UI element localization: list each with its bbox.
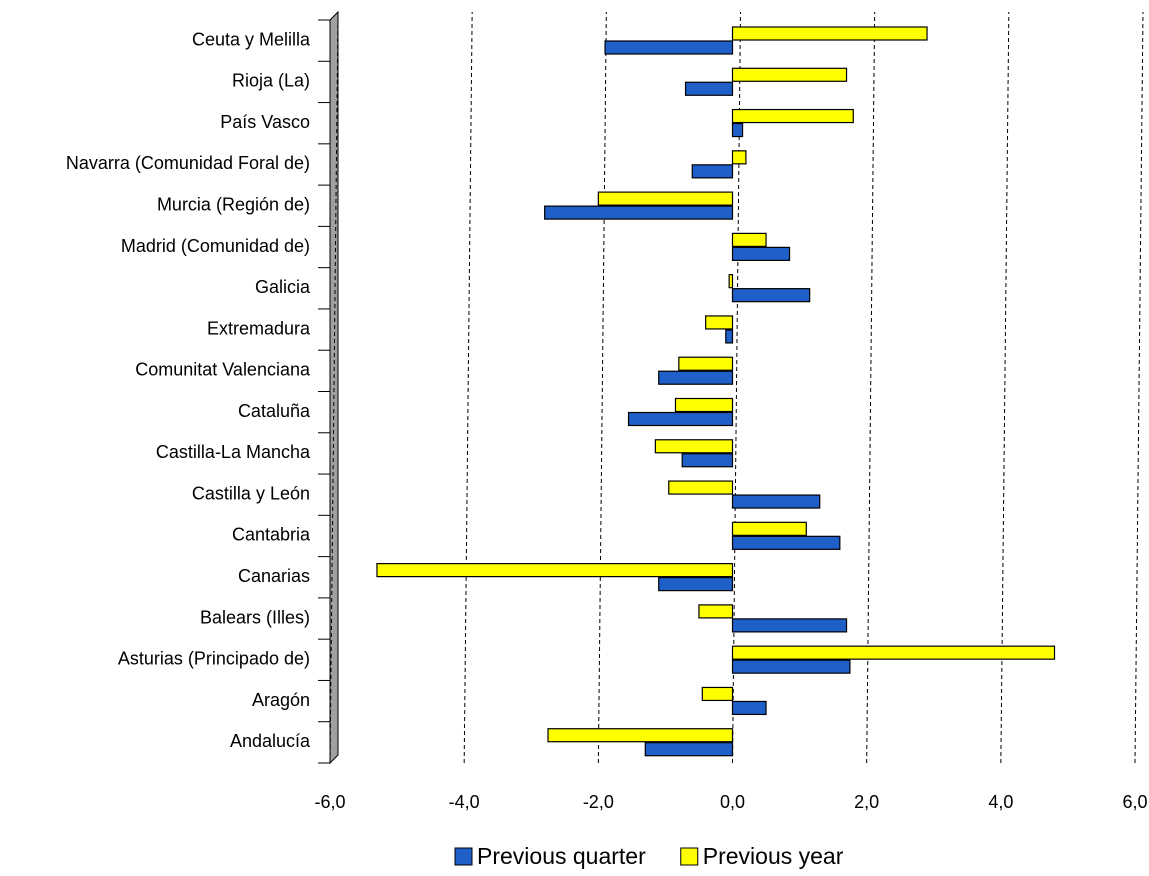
- legend-swatch: [454, 847, 473, 866]
- bar: [658, 370, 734, 385]
- y-tick-label: Aragón: [252, 690, 310, 710]
- bar: [691, 164, 734, 179]
- grid-line: [463, 11, 473, 764]
- bar: [684, 81, 734, 96]
- grid-line: [1134, 11, 1144, 764]
- y-tick-label: Ceuta y Melilla: [192, 29, 311, 49]
- y-tick-label: Balears (Illes): [200, 607, 310, 627]
- bar: [731, 288, 811, 303]
- y-tick-label: Navarra (Comunidad Foral de): [66, 153, 310, 173]
- bar: [725, 329, 734, 344]
- x-tick-label: 2,0: [854, 792, 879, 812]
- bar: [376, 563, 734, 578]
- x-tick-label: 4,0: [988, 792, 1013, 812]
- grid-line: [597, 11, 607, 764]
- y-tick-label: Madrid (Comunidad de): [121, 236, 310, 256]
- bar: [705, 315, 734, 330]
- grid-line: [329, 11, 339, 764]
- bar: [731, 150, 747, 165]
- bar: [728, 274, 734, 289]
- bar: [627, 411, 734, 427]
- bar: [731, 659, 851, 674]
- bar: [544, 205, 734, 220]
- y-tick-label: País Vasco: [220, 112, 310, 132]
- y-tick-label: Comunitat Valenciana: [135, 360, 311, 380]
- bar: [731, 645, 1056, 660]
- bar: [731, 535, 841, 550]
- y-tick-label: Rioja (La): [232, 71, 310, 91]
- y-tick-label: Cataluña: [238, 401, 311, 421]
- bar: [731, 108, 854, 124]
- bar: [604, 40, 734, 55]
- bar: [731, 246, 791, 261]
- bar: [678, 356, 734, 371]
- legend-swatch: [680, 847, 699, 866]
- bar: [654, 439, 734, 454]
- bar: [731, 122, 744, 138]
- y-tick-label: Galicia: [255, 277, 311, 297]
- legend: Previous quarter Previous year: [454, 843, 844, 869]
- bar: [644, 742, 734, 757]
- grid-line: [1000, 11, 1010, 764]
- bar: [658, 577, 734, 592]
- bar: [731, 700, 767, 716]
- bar: [731, 26, 928, 41]
- legend-label: Previous year: [703, 843, 844, 869]
- bar: [701, 686, 734, 702]
- y-tick-label: Castilla-La Mancha: [156, 442, 311, 462]
- y-tick-label: Andalucía: [230, 731, 311, 751]
- x-tick-label: -4,0: [449, 792, 480, 812]
- bar: [731, 232, 767, 247]
- grid-line: [732, 11, 741, 764]
- bar: [698, 604, 734, 619]
- legend-label: Previous quarter: [477, 843, 646, 869]
- x-tick-label: 0,0: [720, 792, 745, 812]
- x-tick-label: 6,0: [1122, 792, 1147, 812]
- y-tick-label: Asturias (Principado de): [118, 649, 310, 669]
- bar: [731, 521, 807, 536]
- y-tick-label: Extremadura: [207, 318, 311, 338]
- bar: [668, 480, 734, 495]
- x-tick-label: -6,0: [314, 792, 345, 812]
- bar: [674, 397, 734, 413]
- bar: [597, 191, 734, 206]
- bar: [731, 618, 848, 633]
- y-tick-label: Canarias: [238, 566, 310, 586]
- bar: [731, 494, 821, 509]
- y-tick-label: Murcia (Región de): [157, 195, 310, 215]
- grid-line: [866, 11, 876, 764]
- bar: [731, 67, 848, 82]
- y-tick-label: Cantabria: [232, 525, 311, 545]
- y-tick-label: Castilla y León: [192, 483, 310, 503]
- bar: [681, 453, 734, 468]
- bar: [547, 728, 734, 743]
- x-tick-label: -2,0: [583, 792, 614, 812]
